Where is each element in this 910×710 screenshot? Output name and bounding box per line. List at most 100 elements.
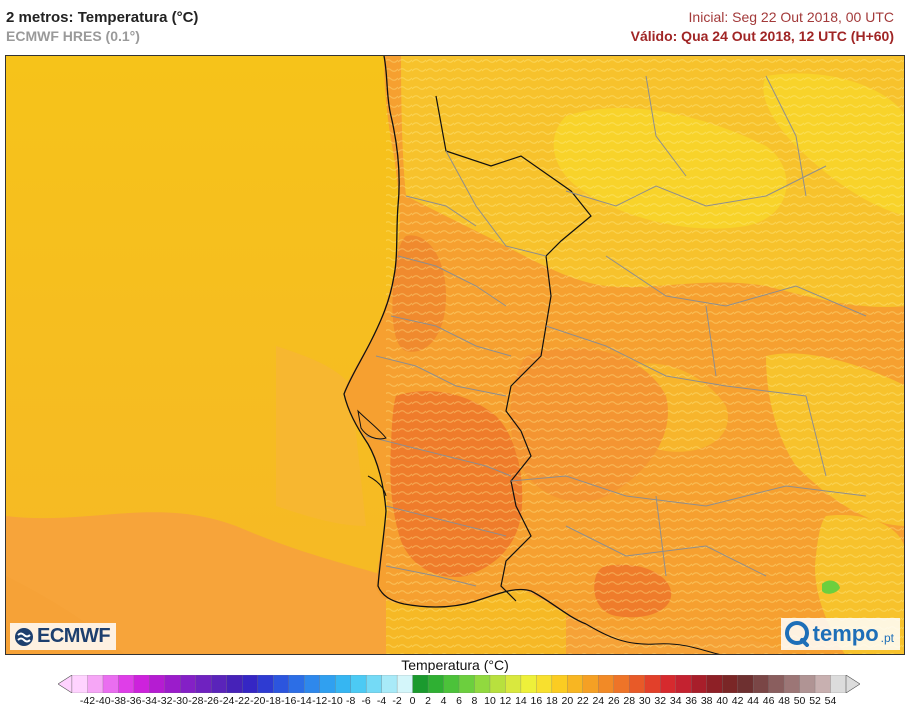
legend-tick-label: 8 [471, 695, 478, 707]
legend-labels: -42 -40 -38 -36 -34 -32 -30 -28 -26 -24 -22 -20 -18-… [0, 695, 910, 709]
colorbar-segment [335, 675, 352, 693]
colorbar-segment [536, 675, 553, 693]
colorbar-segment [288, 675, 305, 693]
legend-tick-label: 28 [623, 695, 636, 707]
legend-tick-label: 0 [409, 695, 416, 707]
colorbar-segment [752, 675, 770, 693]
legend-tick-label: 40 [716, 695, 728, 707]
colorbar-segment [164, 675, 181, 693]
legend-tick-label: -34 [141, 695, 157, 707]
legend-tick-label: 22 [576, 695, 589, 707]
colorbar-segment [71, 675, 88, 693]
colorbar-segment [396, 675, 414, 693]
ecmwf-logo-text: ECMWF [37, 625, 111, 647]
legend-tick-label: -10 [327, 695, 343, 707]
region-borders [445, 75, 867, 577]
temperature-map[interactable]: ECMWF tempo .pt [5, 55, 905, 655]
colorbar-segment [722, 675, 739, 693]
map-title: 2 metros: Temperatura (°C) [6, 9, 199, 26]
coastline-spain-south [585, 623, 720, 654]
coastline [343, 56, 587, 625]
legend-tick-label: 10 [484, 695, 496, 707]
colorbar-segment [350, 675, 367, 693]
legend-tick-label: -32 [157, 695, 173, 707]
legend-tick-label: 38 [700, 695, 713, 707]
legend-tick-label: 52 [809, 695, 821, 707]
header-right: Inicial: Seg 22 Out 2018, 00 UTC Válido:… [631, 8, 894, 46]
colorbar-segment [226, 675, 243, 693]
legend-tick-label: 34 [669, 695, 682, 707]
colorbar-segment [737, 675, 754, 693]
colorbar-segment [799, 675, 816, 693]
sado-estuary [367, 475, 387, 497]
colorbar-segment [830, 675, 847, 693]
initial-time: Inicial: Seg 22 Out 2018, 00 UTC [688, 9, 894, 25]
colorbar-segment [505, 675, 522, 693]
colorbar-segment [629, 675, 646, 693]
legend-tick-label: 46 [762, 695, 775, 707]
ecmwf-glyph-icon [15, 627, 33, 646]
tempo-logo-text: tempo [812, 621, 879, 646]
legend-colorbar [58, 675, 860, 693]
legend-tick-label: 42 [731, 695, 744, 707]
legend-tick-label: -22 [234, 695, 250, 707]
relief-texture [386, 56, 904, 654]
colorbar-segment [211, 675, 228, 693]
legend-tick-label: -20 [250, 695, 266, 707]
colorbar-segment [567, 675, 584, 693]
legend-tick-label: -16 [281, 695, 297, 707]
colorbar-segment [814, 675, 831, 693]
legend-tick-label: -18 [265, 695, 281, 707]
legend-tick-label: 4 [440, 695, 447, 707]
tempo-logo-suffix: .pt [880, 631, 894, 645]
ecmwf-logo: ECMWF [10, 623, 117, 650]
colorbar-segment [458, 675, 475, 693]
legend-tick-label: -28 [188, 695, 204, 707]
legend-title: Temperatura (°C) [401, 657, 509, 673]
colorbar-segment [381, 675, 398, 693]
legend-tick-label: 18 [546, 695, 558, 707]
legend-tick-label: 50 [793, 695, 806, 707]
colorbar-segment [427, 675, 444, 693]
legend-tick-label: -4 [376, 695, 387, 707]
colorbar-segment [304, 675, 321, 693]
colorbar-segment [691, 675, 708, 693]
colorbar-min-arrow [58, 675, 73, 693]
cold-spot [822, 580, 840, 594]
legend-tick-label: 32 [654, 695, 667, 707]
colorbar-segment [365, 675, 383, 693]
colorbar-segment [644, 675, 661, 693]
valid-time: Válido: Qua 24 Out 2018, 12 UTC (H+60) [630, 28, 894, 44]
legend-tick-label: 6 [456, 695, 462, 707]
legend-tick-label: -36 [126, 695, 142, 707]
legend-tick-label: -8 [345, 695, 356, 707]
tempo-logo-icon [784, 621, 809, 647]
legend-tick-label: 54 [824, 695, 837, 707]
legend-tick-label: -42 [79, 695, 96, 707]
colorbar-segment [149, 675, 166, 693]
legend-tick-label: 16 [530, 695, 543, 707]
legend-tick-label: 14 [515, 695, 527, 707]
colorbar-max-arrow [845, 675, 860, 693]
colorbar-segment [195, 675, 212, 693]
colorbar-segment [87, 675, 104, 693]
legend-tick-label: 36 [685, 695, 698, 707]
colorbar-segment [242, 675, 259, 693]
colorbar-segment [319, 675, 336, 693]
legend-tick-label: 26 [607, 695, 620, 707]
colorbar-segment [582, 675, 599, 693]
colorbar-segment [133, 675, 150, 693]
legend-tick-label: -26 [203, 695, 219, 707]
legend-tick-label: 30 [638, 695, 651, 707]
legend-tick-label: 20 [561, 695, 574, 707]
colorbar-segment [613, 675, 630, 693]
sea-warm-south [6, 512, 386, 654]
portugal-spain-border [435, 95, 592, 602]
legend-tick-label: -40 [95, 695, 111, 707]
model-name: ECMWF HRES (0.1°) [6, 28, 140, 44]
colorbar-segment [443, 675, 460, 693]
colorbar-segment [412, 675, 429, 693]
legend-tick-label: -30 [172, 695, 188, 707]
colorbar-segment [489, 675, 506, 693]
legend-tick-label: 44 [747, 695, 759, 707]
